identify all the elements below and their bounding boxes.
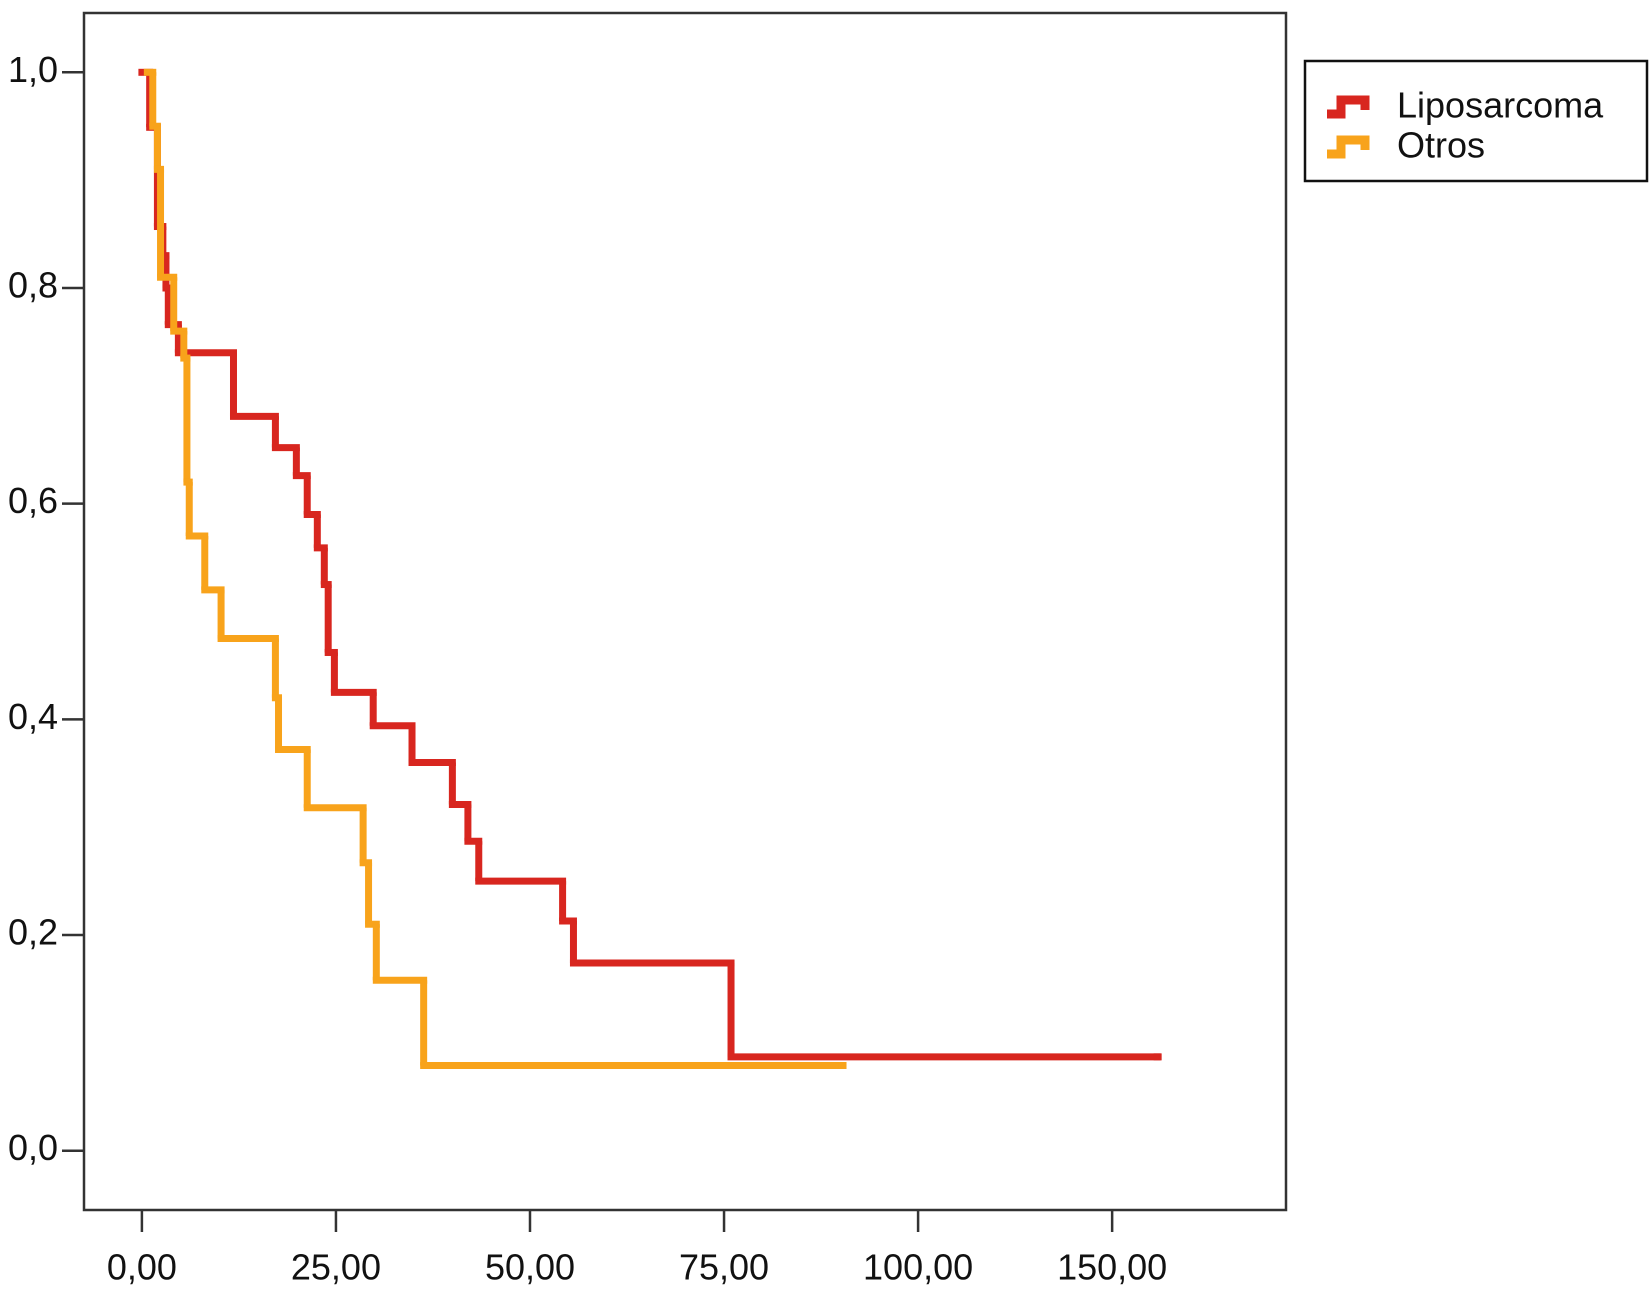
- x-tick-label: 150,00: [1057, 1247, 1167, 1288]
- legend-box: [1303, 59, 1649, 183]
- survival-curve: [143, 68, 847, 1069]
- x-tick-label: 0,00: [107, 1247, 177, 1288]
- x-tick-label: 50,00: [485, 1247, 575, 1288]
- legend-label: Liposarcoma: [1397, 85, 1604, 126]
- y-tick-label: 0,4: [8, 696, 58, 737]
- x-tick-label: 25,00: [291, 1247, 381, 1288]
- legend-swatch: [1327, 95, 1370, 119]
- legend-swatch: [1327, 135, 1370, 159]
- legend-label: Otros: [1397, 125, 1485, 166]
- y-tick-label: 1,0: [8, 49, 58, 90]
- y-tick-label: 0,6: [8, 480, 58, 521]
- plot-frame: [82, 11, 1288, 1212]
- x-tick-label: 100,00: [863, 1247, 973, 1288]
- y-tick-label: 0,0: [8, 1127, 58, 1168]
- y-tick-label: 0,2: [8, 912, 58, 953]
- y-tick-label: 0,8: [8, 265, 58, 306]
- x-tick-label: 75,00: [679, 1247, 769, 1288]
